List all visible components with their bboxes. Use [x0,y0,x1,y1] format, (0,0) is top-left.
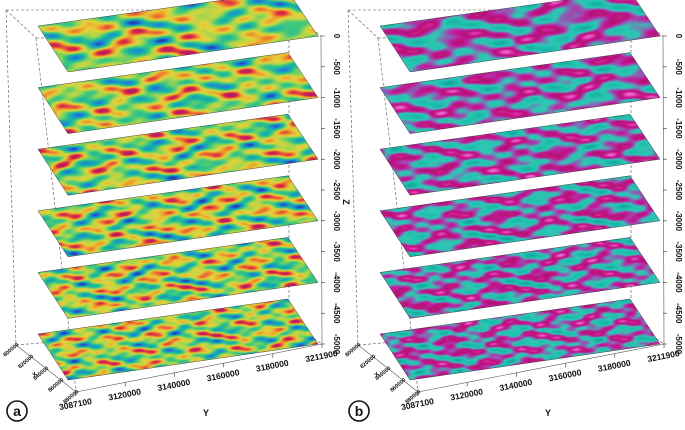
z-axis-label: Z [683,199,685,205]
y-axis-label: Y [545,408,551,418]
z-tick-label: 0 [332,34,341,39]
z-tick-label: -3000 [332,211,341,232]
panel-label-circle [348,400,370,422]
z-tick-label: -4000 [332,272,341,293]
x-tick-label: 800000 [344,342,362,358]
depth-slice-0 [37,0,319,73]
z-axis-label: Z [341,199,351,205]
y-tick-label: 3140000 [157,377,192,393]
z-tick-label: -5000 [332,334,341,355]
z-tick-label: -500 [332,59,341,76]
panel-b: 0 -500 -1000 -1500 -2000 -2500 -3000 -3500 -4000… [344,0,685,422]
x-tick-label: 800000 [2,342,20,358]
z-tick-label: -1500 [332,118,341,139]
depth-slice-0 [379,0,661,73]
z-tick-label: -3500 [674,241,683,262]
z-tick-label: -3500 [332,241,341,262]
panel-label: a [13,403,21,419]
depth-slice-2000 [379,113,661,196]
panel-label-circle [6,400,28,422]
depth-slice-4000 [37,237,319,319]
z-tick-label: -4500 [332,303,341,324]
depth-slice-2000 [37,113,319,196]
x-tick-label: 860000 [47,377,65,393]
z-tick-label: -2000 [674,149,683,170]
y-tick-label: 3180000 [255,358,290,374]
y-tick-label: 3120000 [107,386,142,402]
z-tick-label: -1000 [674,87,683,108]
y-tick-label: 3087100 [58,396,93,412]
z-tick-label: -5000 [674,334,683,355]
depth-slice-1000 [379,52,661,134]
z-tick-label: -1500 [674,118,683,139]
y-tick-label: 3160000 [548,367,583,383]
z-tick-label: -1000 [332,87,341,108]
z-tick-label: -2500 [332,180,341,201]
z-tick-label: -500 [674,59,683,76]
x-axis-label: X [374,372,381,379]
z-tick-label: -2500 [674,180,683,201]
z-tick-label: -4500 [674,303,683,324]
depth-slice-5000 [379,298,661,381]
y-axis-label: Y [203,408,209,418]
z-tick-label: -4000 [674,272,683,293]
x-tick-label: 860000 [389,377,407,393]
z-tick-label: -2000 [332,149,341,170]
y-tick-label: 3180000 [597,358,632,374]
y-tick-label: 3140000 [499,377,534,393]
y-tick-label: 3160000 [206,367,241,383]
y-tick-label: 3211900 [646,348,680,364]
depth-slice-3000 [37,175,319,258]
panel-a: 0 -500 -1000 -1500 -2000 -2500 -3000 -3500 -4000… [2,0,351,422]
x-tick-label: 820000 [17,354,35,370]
y-tick-label: 3087100 [400,396,435,412]
depth-slice-1000 [37,52,319,134]
depth-slice-3000 [379,175,661,258]
panel-label: b [355,403,364,419]
y-tick-label: 3211900 [304,348,338,364]
y-tick-label: 3120000 [449,386,484,402]
depth-slice-4000 [379,237,661,319]
x-axis-label: X [32,372,39,379]
z-tick-label: 0 [674,34,683,39]
x-tick-label: 820000 [359,354,377,370]
z-tick-label: -3000 [674,211,683,232]
depth-slice-5000 [37,298,319,381]
